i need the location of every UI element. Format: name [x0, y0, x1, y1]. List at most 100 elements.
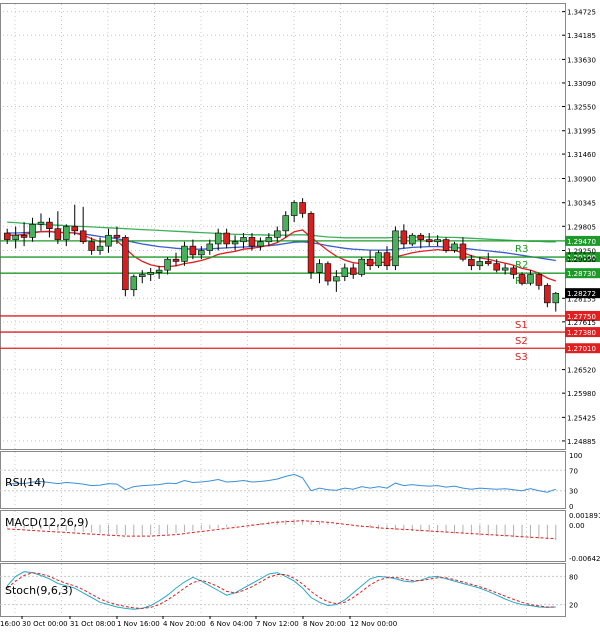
candle-bullish: [12, 234, 19, 240]
price-tick-label: 1.31460: [567, 151, 596, 159]
candle-bearish: [366, 258, 374, 267]
stoch-title: Stoch(9,6,3): [5, 584, 73, 597]
price-tick-label: 1.32550: [567, 104, 596, 112]
candle-bearish: [459, 243, 467, 260]
candle-bullish: [147, 272, 154, 275]
price-tick-label: 1.30345: [567, 200, 596, 208]
candle-bearish: [122, 237, 129, 291]
price-tick-label: 1.28155: [567, 295, 596, 303]
price-tick-label: 1.29250: [567, 247, 596, 255]
candle-bullish: [240, 237, 247, 243]
level-price-tag-s3: [565, 343, 600, 354]
price-pane: [0, 3, 566, 450]
time-label: 4 Nov 20:00: [163, 620, 206, 628]
level-name-r3: R3: [515, 244, 528, 255]
level-name-r2: R2: [515, 260, 528, 271]
candle-bullish: [198, 250, 205, 256]
candle-bullish: [29, 224, 36, 238]
rsi-tick-label: 70: [569, 467, 578, 475]
moving-average-slow: [7, 221, 556, 243]
candle-bearish: [113, 234, 121, 238]
candle-bullish: [214, 232, 222, 245]
time-axis: 16:00 30 Oct 00:00 31 Oct 08:00 1 Nov 16:00…: [0, 616, 397, 628]
candle-bullish: [341, 267, 349, 277]
candle-bearish: [349, 267, 357, 275]
candle-bullish: [409, 234, 416, 245]
level-price-tag-s1: [565, 310, 600, 321]
macd-signal-line: [7, 520, 556, 540]
price-axis: 1.34725 1.34185 1.33630 1.33090 1.32550 1.319…: [562, 9, 600, 446]
candle-bullish: [231, 241, 239, 245]
candle-bearish: [223, 232, 230, 245]
candle-bullish: [206, 243, 214, 251]
candle-bullish: [358, 258, 365, 275]
candle-bearish: [88, 241, 95, 251]
candle-bearish: [535, 274, 543, 286]
candle-bullish: [476, 261, 484, 267]
candle-bullish: [282, 215, 289, 232]
candle-bullish: [257, 241, 264, 247]
candle-bearish: [493, 263, 500, 271]
candle-bearish: [46, 221, 53, 229]
stoch-signal-line: [6, 572, 556, 609]
level-price-label-r3: 1.29470: [567, 238, 596, 246]
candle-bearish: [3, 232, 11, 240]
candle-bearish: [324, 263, 332, 282]
level-price-label-r1: 1.28730: [567, 270, 596, 278]
candle-bullish: [290, 202, 298, 216]
candle-bullish: [375, 252, 382, 267]
price-tick-label: 1.34725: [567, 9, 596, 17]
candle-bullish: [527, 274, 534, 284]
level-price-label-r2: 1.29100: [567, 254, 596, 262]
time-label: 8 Nov 20:00: [303, 620, 346, 628]
candle-bearish: [71, 226, 78, 232]
candle-bearish: [485, 261, 492, 264]
current-price-label: 1.28272: [567, 290, 596, 298]
price-tick-label: 1.33090: [567, 80, 596, 88]
stoch-tick-label: 20: [569, 602, 578, 610]
rsi-indicator: 100 70 30 0: [0, 452, 582, 511]
candle-bearish: [400, 230, 408, 245]
candle-bullish: [164, 258, 171, 271]
candle-bullish: [181, 245, 188, 262]
candle-bullish: [434, 239, 441, 243]
level-name-s3: S3: [515, 352, 528, 363]
rsi-line: [7, 473, 556, 493]
candle-bearish: [468, 258, 475, 267]
price-tick-label: 1.26520: [567, 367, 596, 375]
price-tick-label: 1.29050: [567, 256, 596, 264]
level-name-s2: S2: [515, 336, 528, 347]
candle-bearish: [307, 213, 315, 273]
candle-bullish: [105, 234, 112, 247]
time-label: 30 Oct 00:00: [22, 620, 68, 628]
candle-bearish: [544, 285, 551, 304]
time-label: 16:00: [0, 620, 20, 628]
candle-bearish: [172, 258, 180, 262]
candle-bullish: [37, 221, 45, 225]
level-price-tag-r3: [565, 235, 600, 246]
candle-bullish: [316, 263, 323, 273]
level-name-s1: S1: [515, 320, 528, 331]
candle-bearish: [20, 234, 28, 238]
price-tick-label: 1.34185: [567, 32, 596, 40]
macd-tick-label: 0.001891: [569, 512, 600, 520]
price-tick-label: 1.29805: [567, 223, 596, 231]
candle-bullish: [63, 226, 70, 240]
level-price-tag-r1: [565, 268, 600, 279]
time-label: 12 Nov 00:00: [350, 620, 397, 628]
time-label: 6 Nov 04:00: [210, 620, 253, 628]
stoch-pane: [0, 563, 566, 617]
candle-bullish: [265, 237, 273, 243]
rsi-pane: [0, 451, 566, 509]
price-tick-label: 1.25980: [567, 390, 596, 398]
price-tick-label: 1.33630: [567, 56, 596, 64]
candle-bearish: [79, 230, 87, 243]
level-price-label-s1: 1.27750: [567, 313, 596, 321]
current-price-tag: [565, 288, 600, 299]
macd-title: MACD(12,26,9): [5, 516, 89, 529]
macd-pane: [0, 510, 566, 562]
candle-bearish: [248, 237, 256, 247]
candle-bullish: [130, 276, 138, 291]
time-label: 31 Oct 08:00: [70, 620, 116, 628]
candle-bearish: [417, 234, 425, 240]
